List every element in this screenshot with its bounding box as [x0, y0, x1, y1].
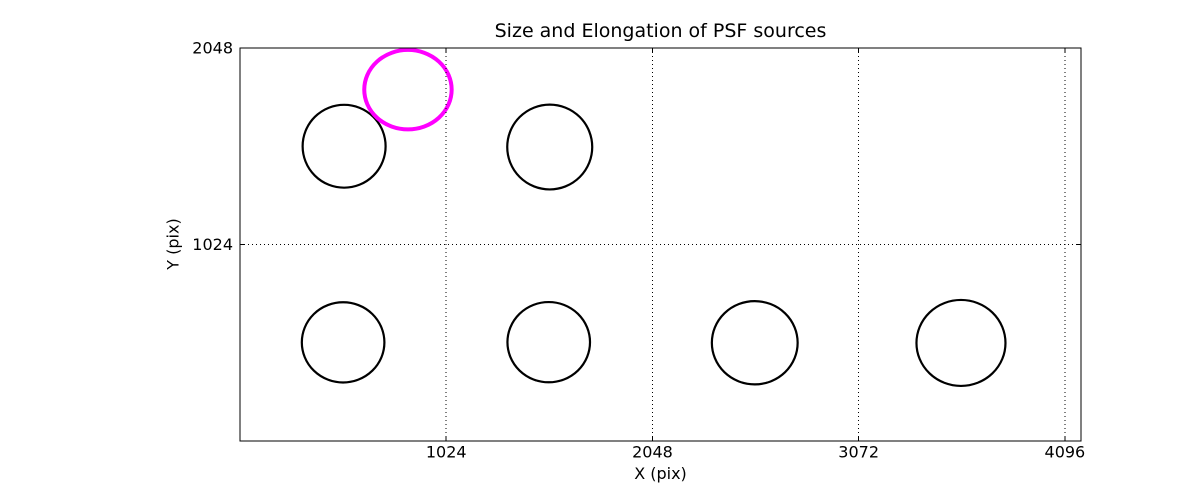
x-tick-label: 1024 [426, 443, 467, 462]
chart-title: Size and Elongation of PSF sources [494, 20, 827, 42]
x-tick-label: 3072 [838, 443, 879, 462]
y-tick-label: 1024 [192, 235, 233, 254]
psf-ellipse [915, 298, 1007, 388]
psf-ellipse [300, 301, 386, 384]
x-axis-label: X (pix) [634, 464, 687, 483]
x-tick-label: 4096 [1045, 443, 1086, 462]
y-axis-label: Y (pix) [163, 218, 183, 270]
y-tick-label: 2048 [192, 39, 233, 58]
psf-ellipse [710, 300, 799, 386]
highlighted-psf-ellipse [362, 47, 454, 132]
x-tick-label: 2048 [632, 443, 673, 462]
psf-ellipse [506, 103, 594, 191]
psf-ellipse [301, 103, 387, 189]
psf-ellipse [506, 300, 592, 384]
